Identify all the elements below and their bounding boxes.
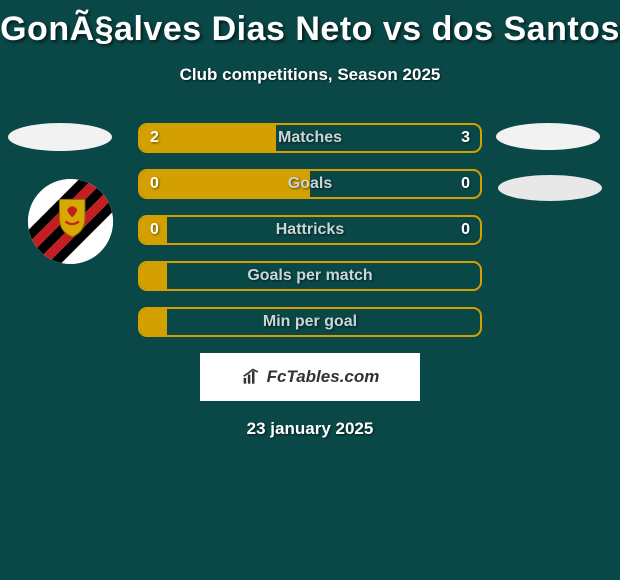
club-badge-left [28,179,113,264]
stat-label: Hattricks [140,217,480,243]
stat-bar-min-per-goal: Min per goal [138,307,482,337]
stat-bars: 2 Matches 3 0 Goals 0 0 Hattricks 0 Goal… [138,123,482,337]
snapshot-date: 23 january 2025 [0,419,620,439]
player-right-badge-placeholder-1 [496,123,600,150]
stat-bar-goals: 0 Goals 0 [138,169,482,199]
player-left-badge-placeholder [8,123,112,151]
stat-label: Goals [140,171,480,197]
comparison-subtitle: Club competitions, Season 2025 [0,65,620,85]
attribution-box: FcTables.com [200,353,420,401]
stat-right-value: 3 [461,125,470,151]
player-right-badge-placeholder-2 [498,175,602,201]
stat-right-value: 0 [461,171,470,197]
comparison-content: 2 Matches 3 0 Goals 0 0 Hattricks 0 Goal… [0,123,620,439]
stat-bar-matches: 2 Matches 3 [138,123,482,153]
stat-bar-goals-per-match: Goals per match [138,261,482,291]
stat-label: Goals per match [140,263,480,289]
stat-bar-hattricks: 0 Hattricks 0 [138,215,482,245]
stat-label: Matches [140,125,480,151]
stat-label: Min per goal [140,309,480,335]
chart-icon [241,367,263,387]
stat-right-value: 0 [461,217,470,243]
attribution-text: FcTables.com [267,367,380,387]
comparison-title: GonÃ§alves Dias Neto vs dos Santos [0,0,620,49]
